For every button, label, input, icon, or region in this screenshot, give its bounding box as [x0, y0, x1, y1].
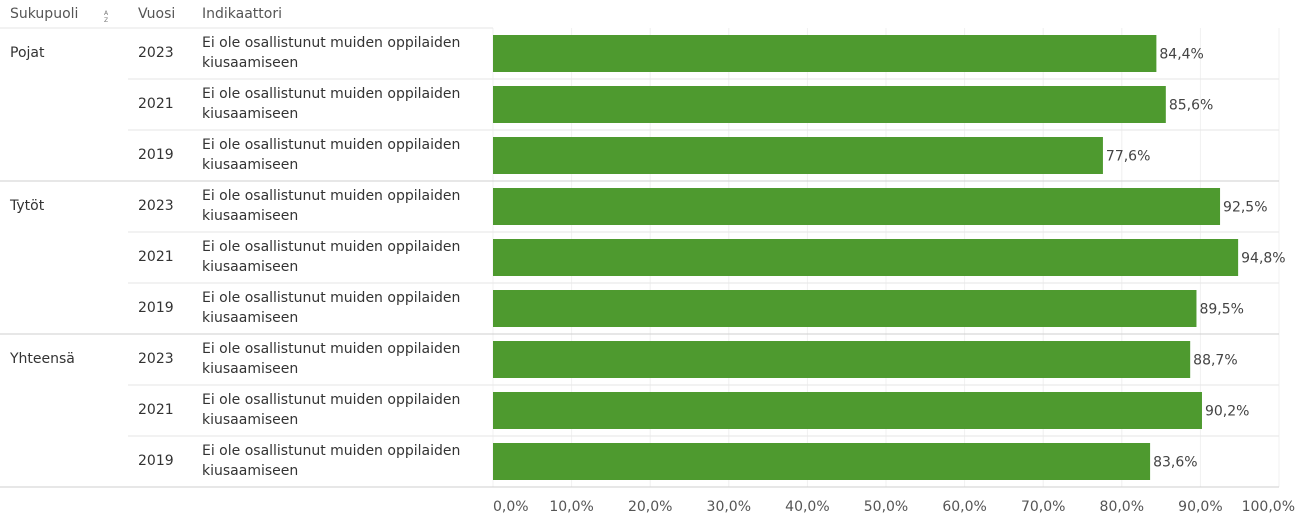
- x-tick-label: 60,0%: [942, 499, 986, 515]
- bar[interactable]: [493, 341, 1191, 378]
- year-label: 2021: [138, 96, 174, 112]
- bar[interactable]: [493, 86, 1166, 123]
- x-tick-label: 40,0%: [785, 499, 829, 515]
- indicator-label: Ei ole osallistunut muiden oppilaiden ki…: [202, 86, 461, 122]
- header-sukupuoli[interactable]: Sukupuoli: [10, 6, 79, 22]
- year-label: 2019: [138, 453, 174, 469]
- data-label: 94,8%: [1241, 251, 1285, 267]
- x-tick-label: 100,0%: [1242, 499, 1295, 515]
- svg-text:A: A: [104, 10, 109, 17]
- data-label: 85,6%: [1169, 98, 1213, 114]
- x-tick-label: 10,0%: [549, 499, 593, 515]
- indicator-label: Ei ole osallistunut muiden oppilaiden ki…: [202, 188, 461, 224]
- year-label: 2023: [138, 351, 174, 367]
- bar[interactable]: [493, 290, 1197, 327]
- indicator-label: Ei ole osallistunut muiden oppilaiden ki…: [202, 341, 461, 377]
- data-label: 84,4%: [1159, 47, 1203, 63]
- bar[interactable]: [493, 137, 1103, 174]
- x-tick-label: 20,0%: [628, 499, 672, 515]
- indicator-label: Ei ole osallistunut muiden oppilaiden ki…: [202, 239, 461, 275]
- data-label: 83,6%: [1153, 455, 1197, 471]
- indicator-label: Ei ole osallistunut muiden oppilaiden ki…: [202, 443, 461, 479]
- x-tick-label: 0,0%: [493, 499, 529, 515]
- bar[interactable]: [493, 443, 1151, 480]
- group-label: Yhteensä: [10, 351, 75, 367]
- x-tick-label: 50,0%: [864, 499, 908, 515]
- indicator-label: Ei ole osallistunut muiden oppilaiden ki…: [202, 392, 461, 428]
- bar[interactable]: [493, 188, 1221, 225]
- indicator-label: Ei ole osallistunut muiden oppilaiden ki…: [202, 35, 461, 71]
- year-label: 2023: [138, 45, 174, 61]
- x-tick-label: 30,0%: [707, 499, 751, 515]
- year-label: 2021: [138, 402, 174, 418]
- year-label: 2021: [138, 249, 174, 265]
- header-vuosi[interactable]: Vuosi: [138, 6, 176, 22]
- header-indikaattori[interactable]: Indikaattori: [202, 6, 282, 22]
- x-tick-label: 90,0%: [1178, 499, 1222, 515]
- bar[interactable]: [493, 239, 1239, 276]
- svg-text:Z: Z: [104, 17, 108, 23]
- bar[interactable]: [493, 35, 1157, 72]
- x-tick-label: 70,0%: [1021, 499, 1065, 515]
- year-label: 2019: [138, 147, 174, 163]
- x-tick-label: 80,0%: [1100, 499, 1144, 515]
- group-label: Tytöt: [10, 198, 45, 214]
- sort-alpha-icon[interactable]: A Z: [101, 9, 111, 23]
- group-label: Pojat: [10, 45, 45, 61]
- year-label: 2019: [138, 300, 174, 316]
- bar[interactable]: [493, 392, 1202, 429]
- year-label: 2023: [138, 198, 174, 214]
- indicator-label: Ei ole osallistunut muiden oppilaiden ki…: [202, 137, 461, 173]
- data-label: 88,7%: [1193, 353, 1237, 369]
- data-label: 90,2%: [1205, 404, 1249, 420]
- data-label: 89,5%: [1199, 302, 1243, 318]
- data-label: 92,5%: [1223, 200, 1267, 216]
- indicator-label: Ei ole osallistunut muiden oppilaiden ki…: [202, 290, 461, 326]
- data-label: 77,6%: [1106, 149, 1150, 165]
